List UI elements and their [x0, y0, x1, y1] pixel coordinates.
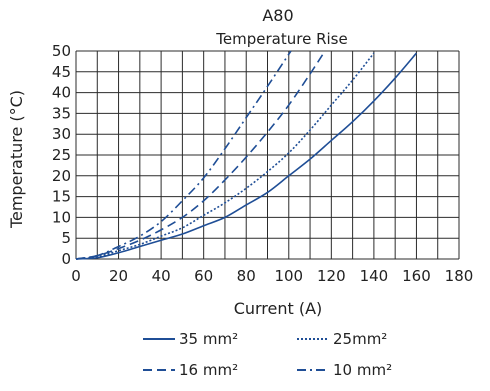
x-tick-label: 60 — [194, 267, 213, 285]
series-line-2 — [75, 52, 375, 260]
x-tick-label: 40 — [152, 267, 171, 285]
grid — [75, 50, 460, 260]
legend-label-1: 35 mm² — [179, 330, 238, 348]
legend-label-3: 16 mm² — [179, 361, 238, 379]
x-axis-label: Current (A) — [234, 299, 323, 318]
chart-title: A80 — [262, 6, 293, 25]
legend-label-4: 10 mm² — [333, 361, 392, 379]
x-tick-label: 140 — [360, 267, 389, 285]
tick-labels: 0 20 40 60 80 100 120 140 160 180 0 5 10 15 20 25 30 35 40… — [52, 42, 473, 285]
x-tick-label: 80 — [237, 267, 256, 285]
x-tick-label: 120 — [317, 267, 346, 285]
x-tick-label: 20 — [109, 267, 128, 285]
x-tick-label: 0 — [71, 267, 81, 285]
y-tick-label: 30 — [52, 125, 71, 143]
series-line-3 — [75, 50, 326, 260]
legend: 35 mm² 25mm² 16 mm² 10 mm² — [143, 330, 392, 379]
x-tick-label: 160 — [402, 267, 431, 285]
y-tick-label: 50 — [52, 42, 71, 60]
y-tick-label: 0 — [61, 250, 71, 268]
y-tick-label: 45 — [52, 63, 71, 81]
chart-subtitle: Temperature Rise — [215, 30, 347, 48]
x-tick-label: 180 — [445, 267, 474, 285]
y-tick-label: 5 — [61, 229, 71, 247]
series-lines — [75, 50, 418, 260]
y-axis-label: Temperature (°C) — [7, 90, 26, 229]
y-tick-label: 40 — [52, 84, 71, 102]
y-tick-label: 20 — [52, 167, 71, 185]
x-tick-label: 100 — [274, 267, 303, 285]
y-tick-label: 35 — [52, 104, 71, 122]
series-line-1 — [75, 52, 418, 260]
legend-label-2: 25mm² — [333, 330, 387, 348]
y-tick-label: 15 — [52, 188, 71, 206]
y-tick-label: 10 — [52, 208, 71, 226]
y-tick-label: 25 — [52, 146, 71, 164]
